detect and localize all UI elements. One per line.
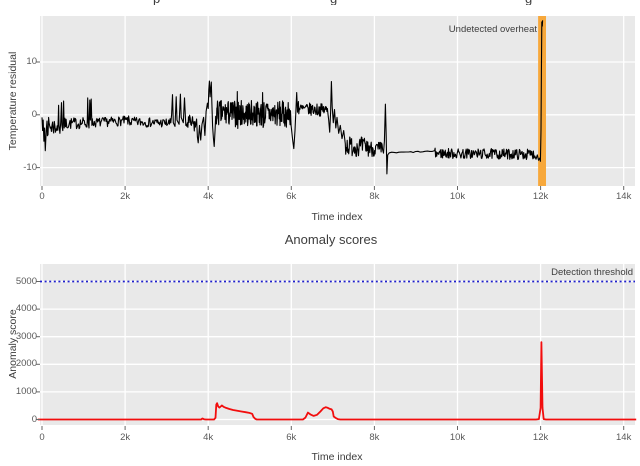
y-tick-label: 0 [31, 413, 37, 425]
x-tick-label: 10k [449, 432, 466, 443]
detection-threshold-label: Detection threshold [551, 267, 633, 278]
y-tick-label: 2000 [15, 358, 37, 370]
x-tick-label: 0 [39, 191, 45, 202]
bottom-x-axis-title: Time index [311, 451, 363, 463]
x-tick-label: 8k [369, 191, 380, 202]
cropped-figure-title: pgg [0, 0, 640, 5]
x-tick-label: 2k [120, 191, 131, 202]
title-descender-glyph: p [153, 0, 160, 5]
x-tick-label: 14k [616, 432, 632, 443]
y-tick-label: 1000 [15, 385, 37, 397]
x-tick-label: 10k [449, 191, 466, 202]
top-y-axis-title: Temperature residual [7, 51, 19, 151]
x-tick-label: 4k [203, 432, 214, 443]
y-tick-label: -10 [23, 161, 37, 173]
y-tick-label: 10 [26, 56, 37, 67]
y-tick-label: 0 [31, 108, 37, 120]
y-tick-label: 5000 [15, 275, 37, 287]
y-tick-label: 3000 [15, 330, 37, 342]
bottom-chart-title: Anomaly scores [284, 232, 378, 247]
undetected-overheat-annotation: Undetected overheat [448, 24, 537, 35]
x-tick-label: 6k [286, 432, 297, 443]
title-descender-glyph: g [525, 0, 532, 5]
x-tick-label: 12k [532, 191, 549, 202]
x-tick-label: 8k [369, 432, 380, 443]
x-tick-label: 12k [532, 432, 549, 443]
x-tick-label: 6k [286, 191, 297, 202]
x-tick-label: 14k [616, 191, 632, 202]
x-tick-label: 4k [203, 191, 214, 202]
x-tick-label: 0 [39, 432, 45, 443]
top-x-axis-title: Time index [311, 211, 363, 223]
title-descender-glyph: g [330, 0, 337, 5]
y-tick-label: 4000 [15, 303, 37, 315]
x-tick-label: 2k [120, 432, 131, 443]
